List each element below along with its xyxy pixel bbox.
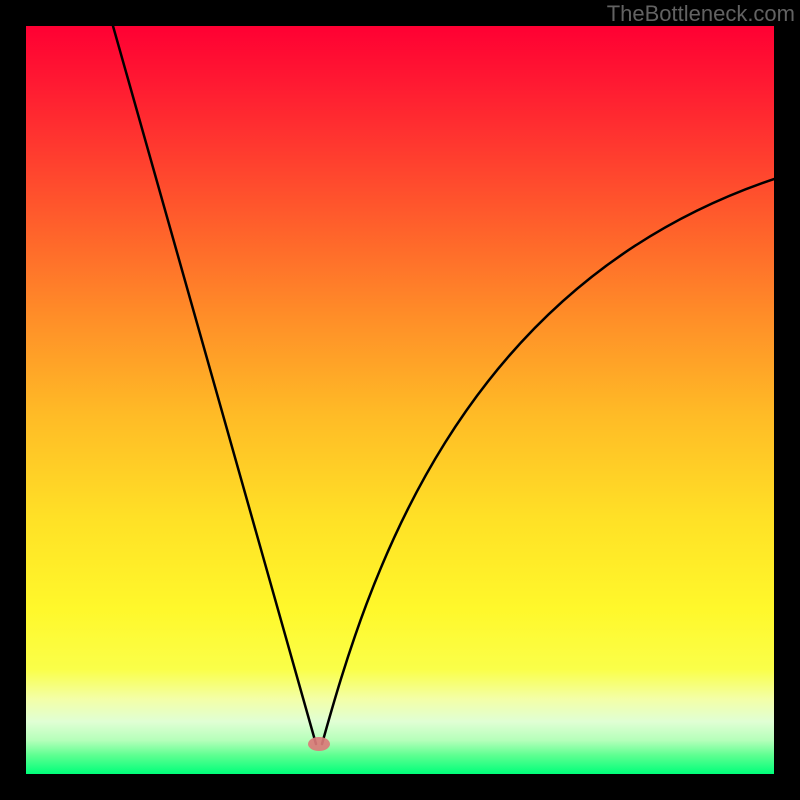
plot-area	[26, 26, 774, 774]
bottleneck-curve	[113, 26, 774, 744]
optimum-marker	[308, 737, 330, 751]
chart-frame: TheBottleneck.com	[0, 0, 800, 800]
curve-layer	[26, 26, 774, 774]
watermark-text: TheBottleneck.com	[607, 1, 795, 27]
